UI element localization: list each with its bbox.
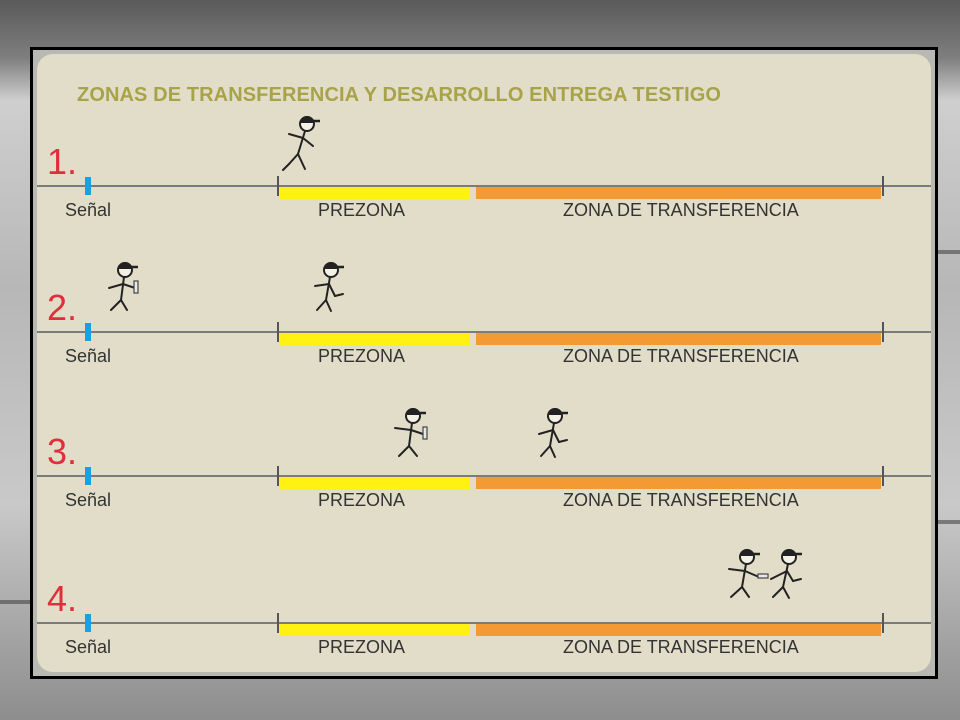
step-number: 2.	[47, 287, 78, 328]
step-row-1: 1. Señal PREZONA ZONA DE TRANSFERENCIA	[37, 116, 931, 230]
prezone-start-tick	[277, 322, 279, 342]
track-line	[37, 185, 931, 187]
diagram-frame: ZONAS DE TRANSFERENCIA Y DESARROLLO ENTR…	[30, 47, 938, 679]
transfer-zone-label: ZONA DE TRANSFERENCIA	[563, 200, 799, 220]
signal-label: Señal	[65, 490, 112, 510]
zone-end-tick	[882, 176, 884, 196]
signal-label: Señal	[65, 200, 112, 220]
track-line	[37, 331, 931, 333]
diagram-panel: ZONAS DE TRANSFERENCIA Y DESARROLLO ENTR…	[37, 54, 931, 672]
prezone-bar	[280, 477, 470, 489]
zone-end-tick	[882, 613, 884, 633]
runner-receiving-baton-icon	[770, 549, 802, 599]
transfer-zone-label: ZONA DE TRANSFERENCIA	[563, 490, 799, 510]
step-number: 4.	[47, 578, 78, 619]
transfer-zone-label: ZONA DE TRANSFERENCIA	[563, 637, 799, 657]
signal-label: Señal	[65, 346, 112, 366]
transfer-zone-label: ZONA DE TRANSFERENCIA	[563, 346, 799, 366]
step-row-3: 3. Señal PREZONA ZONA DE TRANSFERENCIA	[37, 408, 931, 520]
transfer-zone-bar	[476, 624, 881, 636]
transfer-zone-bar	[476, 187, 881, 199]
runner-with-baton-icon	[108, 262, 139, 311]
runner-icon	[538, 408, 568, 458]
signal-marker	[85, 467, 91, 485]
background-streak	[930, 520, 960, 524]
prezone-start-tick	[277, 613, 279, 633]
track-line	[37, 622, 931, 624]
zone-end-tick	[882, 322, 884, 342]
transfer-zone-bar	[476, 477, 881, 489]
signal-label: Señal	[65, 637, 112, 657]
prezone-label: PREZONA	[318, 200, 406, 220]
signal-marker	[85, 614, 91, 632]
prezone-label: PREZONA	[318, 637, 406, 657]
zone-end-tick	[882, 466, 884, 486]
background-streak	[920, 250, 960, 254]
step-row-4: 4. Señal PREZONA ZONA DE TRANSFERENCIA	[37, 549, 931, 667]
prezone-bar	[280, 624, 470, 636]
runner-passing-baton-icon	[728, 549, 769, 598]
signal-marker	[85, 177, 91, 195]
prezone-bar	[280, 333, 470, 345]
runner-icon	[314, 262, 344, 312]
prezone-label: PREZONA	[318, 490, 406, 510]
diagram-title: ZONAS DE TRANSFERENCIA Y DESARROLLO ENTR…	[77, 84, 722, 106]
background-streak	[0, 600, 40, 604]
prezone-start-tick	[277, 176, 279, 196]
track-line	[37, 475, 931, 477]
runner-with-baton-icon	[394, 408, 428, 457]
signal-marker	[85, 323, 91, 341]
transfer-zone-bar	[476, 333, 881, 345]
prezone-bar	[280, 187, 470, 199]
step-row-2: 2. Señal PREZONA ZONA DE TRANSFERENCIA	[37, 262, 931, 376]
prezone-start-tick	[277, 466, 279, 486]
step-number: 3.	[47, 431, 78, 472]
prezone-label: PREZONA	[318, 346, 406, 366]
step-number: 1.	[47, 141, 78, 182]
runner-icon	[282, 116, 320, 171]
